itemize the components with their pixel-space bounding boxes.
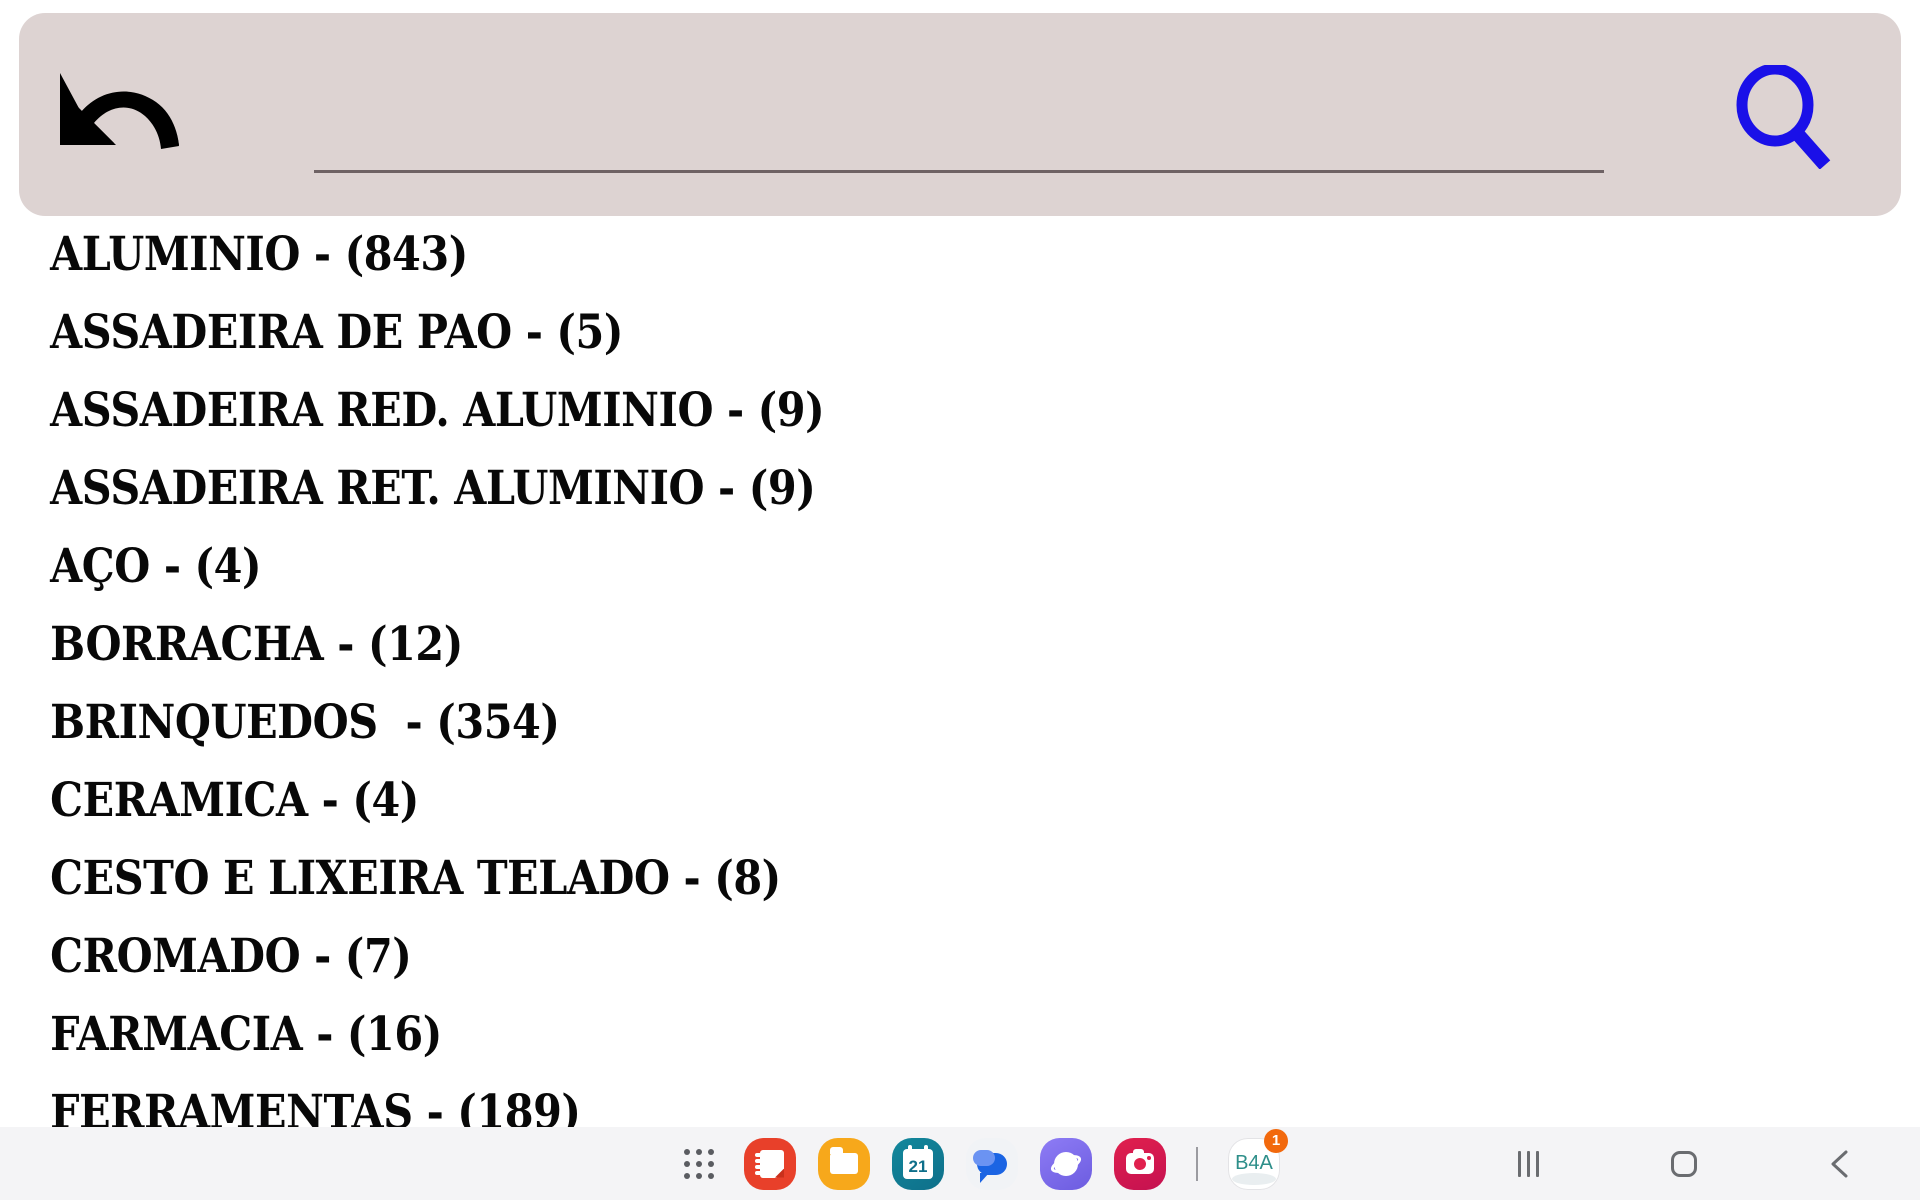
b4a-app-icon: B4A (1228, 1137, 1280, 1190)
back-button[interactable] (46, 58, 186, 168)
list-item[interactable]: BORRACHA - (12) (50, 617, 463, 672)
taskbar-app-samsung-notes[interactable] (744, 1137, 796, 1190)
list-item[interactable]: FARMACIA - (16) (50, 1007, 442, 1062)
undo-back-arrow-icon (52, 71, 180, 155)
list-item[interactable]: ASSADEIRA DE PAO - (5) (50, 305, 623, 360)
recents-bars-icon (1517, 1150, 1539, 1177)
taskbar-app-samsung-internet[interactable] (1040, 1137, 1092, 1190)
calendar-day-number: 21 (908, 1156, 928, 1176)
nav-recents-button[interactable] (1450, 1127, 1606, 1200)
nav-home-button[interactable] (1606, 1127, 1762, 1200)
taskbar-app-calendar[interactable]: 21 (892, 1137, 944, 1190)
notes-icon (744, 1137, 796, 1190)
message-bubble-icon (966, 1137, 1018, 1190)
list-item[interactable]: ASSADEIRA RET. ALUMINIO - (9) (50, 461, 816, 516)
list-item[interactable]: ALUMINIO - (843) (50, 227, 468, 282)
calendar-icon: 21 (892, 1137, 944, 1190)
taskbar-app-camera-social[interactable] (1114, 1137, 1166, 1190)
nav-back-button[interactable] (1762, 1127, 1918, 1200)
list-item[interactable]: AÇO - (4) (50, 539, 262, 594)
list-item[interactable]: BRINQUEDOS - (354) (50, 695, 560, 750)
search-magnifier-icon (1733, 65, 1837, 169)
notification-badge: 1 (1264, 1128, 1288, 1153)
taskbar-app-messages[interactable] (966, 1137, 1018, 1190)
home-square-icon (1671, 1150, 1697, 1177)
apps-grid-dots (684, 1148, 714, 1179)
search-toolbar (19, 13, 1901, 216)
list-item[interactable]: ASSADEIRA RED. ALUMINIO - (9) (50, 383, 825, 438)
list-item[interactable]: CESTO E LIXEIRA TELADO - (8) (50, 851, 781, 906)
taskbar-divider (1196, 1146, 1198, 1181)
list-item[interactable]: CROMADO - (7) (50, 929, 412, 984)
nav-keys (1450, 1127, 1920, 1200)
chevron-left-icon (1827, 1149, 1853, 1179)
app-window: ALUMINIO - (843) ASSADEIRA DE PAO - (5) … (0, 13, 1920, 1127)
camera-icon (1114, 1137, 1166, 1190)
taskbar-app-b4a[interactable]: B4A 1 (1228, 1128, 1288, 1190)
taskbar-apps: 21 B4A (676, 1127, 1288, 1200)
category-list[interactable]: ALUMINIO - (843) ASSADEIRA DE PAO - (5) … (0, 216, 1920, 1127)
apps-grid-icon[interactable] (676, 1141, 722, 1187)
b4a-label: B4A (1235, 1152, 1273, 1174)
folder-icon (818, 1137, 870, 1190)
search-button[interactable] (1725, 57, 1845, 177)
planet-globe-icon (1040, 1137, 1092, 1190)
taskbar-app-my-files[interactable] (818, 1137, 870, 1190)
list-item[interactable]: FERRAMENTAS - (189) (50, 1085, 581, 1127)
search-field-wrapper (294, 68, 1624, 173)
system-navigation-bar: 21 B4A (0, 1127, 1920, 1200)
list-item[interactable]: CERAMICA - (4) (50, 773, 419, 828)
search-input[interactable] (314, 91, 1604, 173)
